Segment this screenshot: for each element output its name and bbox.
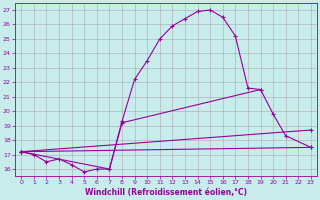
X-axis label: Windchill (Refroidissement éolien,°C): Windchill (Refroidissement éolien,°C) — [85, 188, 247, 197]
